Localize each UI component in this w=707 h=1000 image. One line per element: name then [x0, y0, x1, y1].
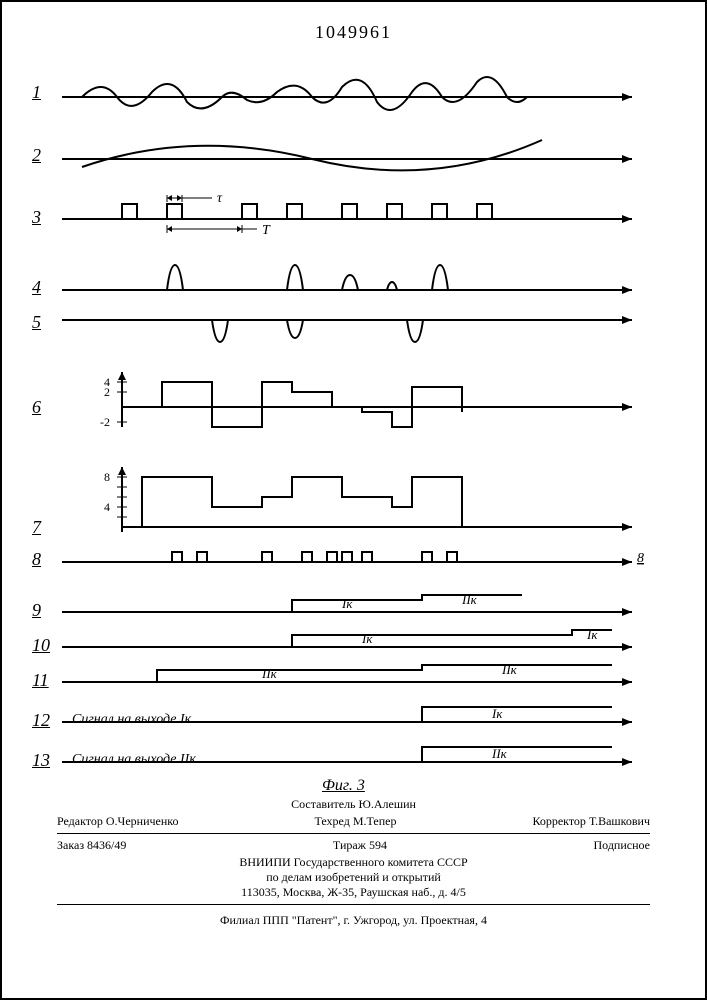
- tau-label: τ: [217, 191, 223, 206]
- row-label-12: 12: [32, 710, 50, 731]
- signal-row-13: 13 Сигнал на выходе IIк IIк: [62, 742, 645, 767]
- waveform-10: Iк Iк: [62, 627, 642, 652]
- signal-row-3: 3 τ Т: [62, 197, 645, 232]
- ytick-8: 8: [104, 470, 110, 484]
- signal-row-8: 8 8: [62, 547, 645, 567]
- signal-row-11: 11 IIк IIк: [62, 662, 645, 687]
- row-label-13: 13: [32, 750, 50, 771]
- row-label-7: 7: [32, 517, 41, 538]
- seg-9-1: Iк: [341, 596, 353, 611]
- footer: Составитель Ю.Алешин Редактор О.Черничен…: [57, 797, 650, 928]
- row-label-2: 2: [32, 145, 41, 166]
- waveform-11: IIк IIк: [62, 662, 642, 687]
- ytick-4b: 4: [104, 500, 110, 514]
- order: Заказ 8436/49: [57, 838, 126, 853]
- waveform-6: 4 2 -2: [62, 372, 642, 432]
- row-8-right: 8: [637, 551, 644, 566]
- corrector: Т.Вашкович: [589, 814, 650, 828]
- waveform-3: τ Т: [62, 197, 642, 247]
- tirage: Тираж 594: [333, 838, 387, 853]
- waveform-5: [62, 312, 642, 347]
- waveform-1: [62, 72, 642, 122]
- signal-row-7: 7 8 4: [62, 467, 645, 542]
- signal-row-9: 9 Iк IIк: [62, 592, 645, 617]
- editor: О.Черниченко: [106, 814, 179, 828]
- waveform-8: 8: [62, 547, 642, 567]
- period-label: Т: [262, 223, 271, 238]
- org1: ВНИИПИ Государственного комитета СССР: [57, 855, 650, 870]
- ytick-2: 2: [104, 385, 110, 399]
- seg-13: IIк: [491, 746, 508, 761]
- row-label-6: 6: [32, 397, 41, 418]
- row-text-13: Сигнал на выходе IIк: [72, 752, 196, 768]
- row-label-4: 4: [32, 277, 41, 298]
- seg-10-2: Iк: [586, 627, 598, 642]
- techred: М.Тепер: [353, 814, 397, 828]
- patent-number: 1049961: [315, 22, 392, 43]
- figure-caption: Фиг. 3: [322, 777, 365, 795]
- row-label-10: 10: [32, 635, 50, 656]
- waveform-2: [62, 137, 642, 182]
- waveform-4: [62, 262, 642, 297]
- ytick-neg2: -2: [100, 415, 110, 429]
- row-label-8: 8: [32, 549, 41, 570]
- signal-row-6: 6 4 2 -2: [62, 372, 645, 432]
- seg-11-1: IIк: [261, 666, 278, 681]
- seg-11-2: IIк: [501, 662, 518, 677]
- signal-row-4: 4: [62, 262, 645, 297]
- row-text-12: Сигнал на выходе Iк: [72, 712, 191, 728]
- signal-row-2: 2: [62, 137, 645, 182]
- seg-10-1: Iк: [361, 631, 373, 646]
- subscription: Подписное: [594, 838, 651, 853]
- branch: Филиал ППП "Патент", г. Ужгород, ул. Про…: [57, 913, 650, 928]
- row-label-5: 5: [32, 312, 41, 333]
- seg-9-2: IIк: [461, 592, 478, 607]
- row-label-3: 3: [32, 207, 41, 228]
- signal-row-10: 10 Iк Iк: [62, 627, 645, 652]
- signal-row-12: 12 Сигнал на выходе Iк Iк: [62, 702, 645, 727]
- signal-row-1: 1: [62, 72, 645, 122]
- addr: 113035, Москва, Ж-35, Раушская наб., д. …: [57, 885, 650, 900]
- seg-12: Iк: [491, 706, 503, 721]
- patent-figure-page: 1049961 1 2 3 τ: [0, 0, 707, 1000]
- compiler: Составитель Ю.Алешин: [57, 797, 650, 812]
- row-label-11: 11: [32, 670, 49, 691]
- corrector-label: Корректор: [532, 814, 586, 828]
- signal-row-5: 5: [62, 312, 645, 347]
- techred-label: Техред: [315, 814, 350, 828]
- waveform-7: 8 4: [62, 467, 642, 542]
- org2: по делам изобретений и открытий: [57, 870, 650, 885]
- editor-label: Редактор: [57, 814, 103, 828]
- row-label-9: 9: [32, 600, 41, 621]
- row-label-1: 1: [32, 82, 41, 103]
- waveform-9: Iк IIк: [62, 592, 642, 617]
